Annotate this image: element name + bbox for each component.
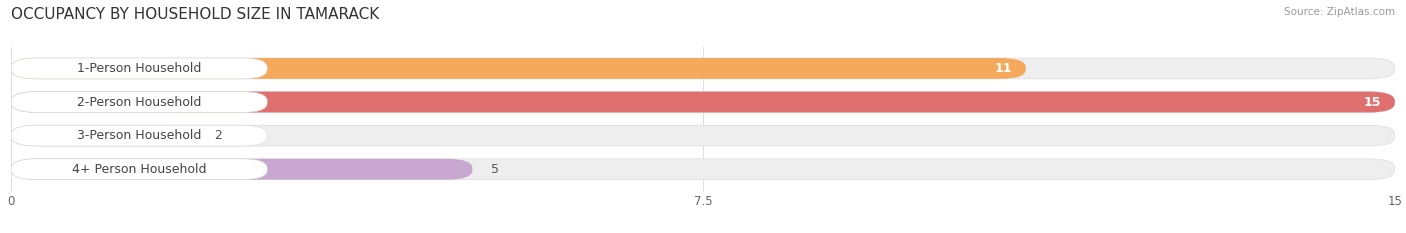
FancyBboxPatch shape <box>11 58 1395 79</box>
FancyBboxPatch shape <box>11 58 1026 79</box>
Text: 3-Person Household: 3-Person Household <box>77 129 201 142</box>
Text: 15: 15 <box>1364 96 1381 109</box>
FancyBboxPatch shape <box>11 125 195 146</box>
Text: 5: 5 <box>491 163 499 176</box>
Text: OCCUPANCY BY HOUSEHOLD SIZE IN TAMARACK: OCCUPANCY BY HOUSEHOLD SIZE IN TAMARACK <box>11 7 380 22</box>
Text: 2-Person Household: 2-Person Household <box>77 96 201 109</box>
Text: Source: ZipAtlas.com: Source: ZipAtlas.com <box>1284 7 1395 17</box>
FancyBboxPatch shape <box>11 92 267 113</box>
Text: 11: 11 <box>994 62 1012 75</box>
Text: 4+ Person Household: 4+ Person Household <box>72 163 207 176</box>
FancyBboxPatch shape <box>11 159 472 180</box>
FancyBboxPatch shape <box>11 92 1395 113</box>
FancyBboxPatch shape <box>11 58 267 79</box>
Text: 2: 2 <box>214 129 222 142</box>
FancyBboxPatch shape <box>11 125 267 146</box>
FancyBboxPatch shape <box>11 92 1395 113</box>
FancyBboxPatch shape <box>11 125 1395 146</box>
Text: 1-Person Household: 1-Person Household <box>77 62 201 75</box>
FancyBboxPatch shape <box>11 159 1395 180</box>
FancyBboxPatch shape <box>11 159 267 180</box>
